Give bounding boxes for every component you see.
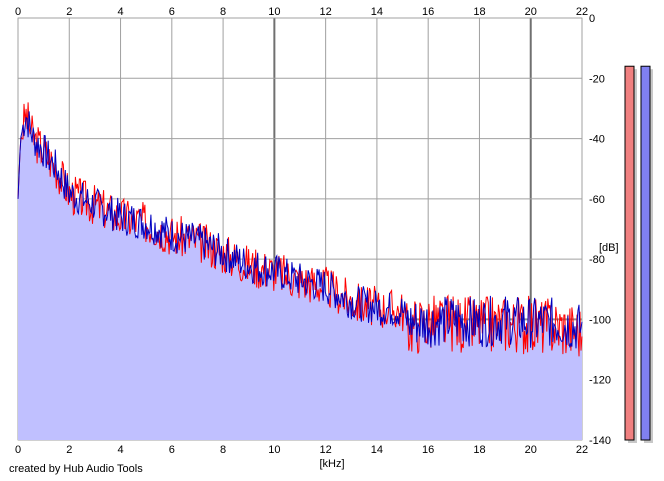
x-tick-label-bottom: 16 xyxy=(422,444,434,456)
x-tick-label-top: 0 xyxy=(15,6,21,18)
x-tick-label-bottom: 8 xyxy=(220,444,226,456)
level-meter-bar xyxy=(624,65,635,441)
x-tick-label-top: 2 xyxy=(66,6,72,18)
y-tick-label: -100 xyxy=(589,314,611,326)
x-axis-label: [kHz] xyxy=(319,458,344,470)
tick-labels: 002244668810101212141416161818202022220-… xyxy=(15,6,611,456)
x-tick-label-top: 14 xyxy=(371,6,383,18)
y-axis-label: [dB] xyxy=(599,242,619,254)
y-tick-label: -60 xyxy=(589,194,605,206)
x-tick-label-top: 12 xyxy=(320,6,332,18)
x-tick-label-bottom: 10 xyxy=(268,444,280,456)
y-tick-label: -40 xyxy=(589,134,605,146)
x-tick-label-top: 6 xyxy=(169,6,175,18)
y-tick-label: -20 xyxy=(589,73,605,85)
x-tick-label-bottom: 4 xyxy=(117,444,123,456)
y-tick-label: -80 xyxy=(589,254,605,266)
x-tick-label-bottom: 6 xyxy=(169,444,175,456)
y-tick-label: 0 xyxy=(589,13,595,25)
x-tick-label-bottom: 14 xyxy=(371,444,383,456)
x-tick-label-bottom: 2 xyxy=(66,444,72,456)
y-tick-label: -140 xyxy=(589,435,611,447)
x-tick-label-top: 8 xyxy=(220,6,226,18)
level-meter-bar xyxy=(640,65,651,441)
series-line-right xyxy=(17,111,583,349)
x-tick-label-bottom: 20 xyxy=(525,444,537,456)
x-tick-label-top: 22 xyxy=(576,6,588,18)
x-tick-label-bottom: 18 xyxy=(473,444,485,456)
x-tick-label-top: 18 xyxy=(473,6,485,18)
x-tick-label-bottom: 0 xyxy=(15,444,21,456)
y-tick-label: -120 xyxy=(589,375,611,387)
series-layer xyxy=(17,102,583,441)
x-tick-label-bottom: 12 xyxy=(320,444,332,456)
x-tick-label-bottom: 22 xyxy=(576,444,588,456)
x-tick-label-top: 16 xyxy=(422,6,434,18)
x-tick-label-top: 4 xyxy=(117,6,123,18)
x-tick-label-top: 20 xyxy=(525,6,537,18)
level-meters xyxy=(624,65,653,443)
x-tick-label-top: 10 xyxy=(268,6,280,18)
credit-text: created by Hub Audio Tools xyxy=(9,463,143,475)
